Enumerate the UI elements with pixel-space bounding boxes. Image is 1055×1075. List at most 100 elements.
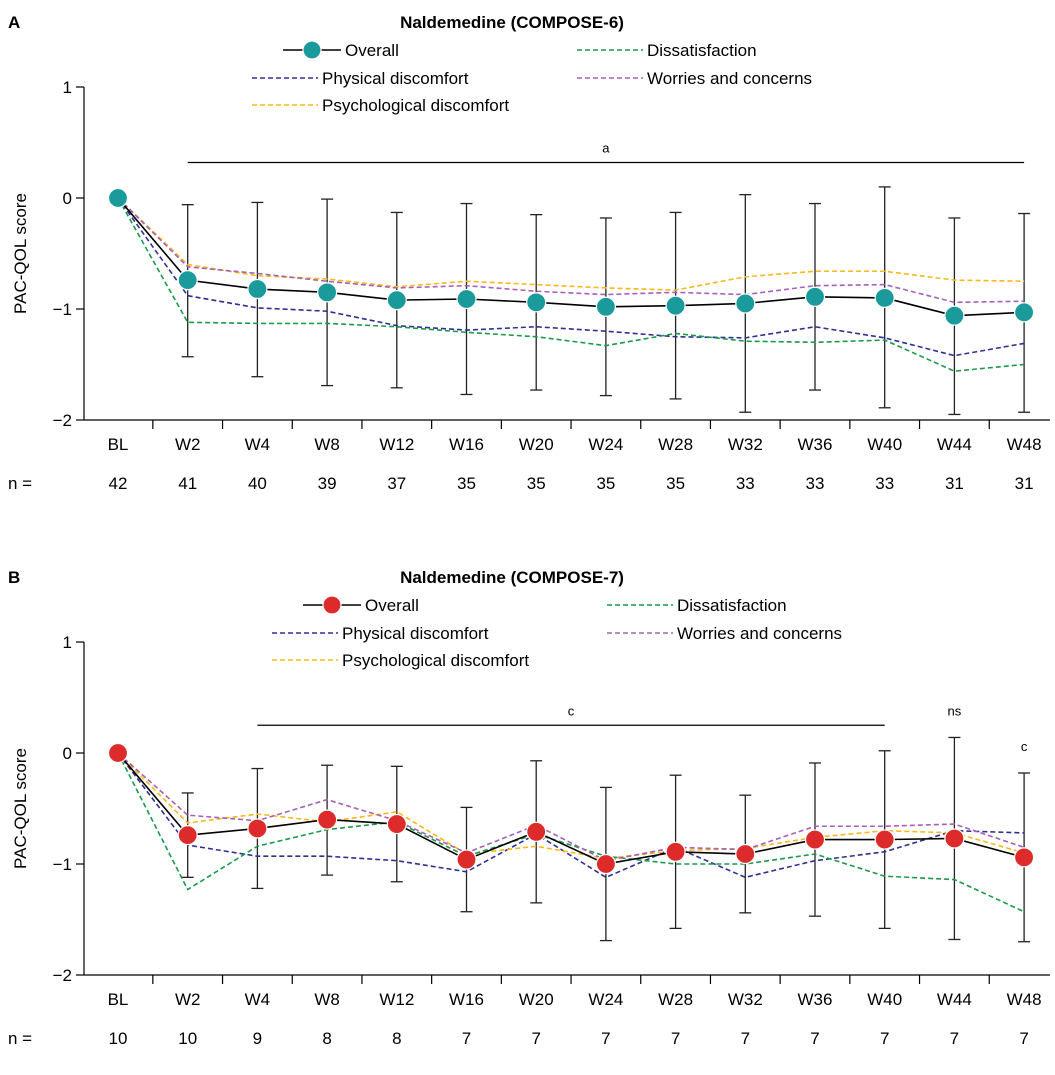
panel-a-x-tick-label: W20 xyxy=(519,435,554,454)
panel-a-n-value: 40 xyxy=(248,474,267,493)
panel-a-n-value: 35 xyxy=(457,474,476,493)
panel-a-n-value: 35 xyxy=(596,474,615,493)
panel-a-x-tick-label: W12 xyxy=(379,435,414,454)
panel-b-n-value: 9 xyxy=(253,1029,262,1048)
panel-a-overall-point xyxy=(386,290,407,311)
panel-b-n-value: 7 xyxy=(1019,1029,1028,1048)
panel-b-x-tick-label: W16 xyxy=(449,990,484,1009)
panel-b-n-value: 7 xyxy=(950,1029,959,1048)
panel-a-overall-point xyxy=(526,292,547,313)
panel-b-x-tick-label: W4 xyxy=(245,990,271,1009)
panel-a-overall-point xyxy=(804,286,826,307)
panel-b-n-value: 7 xyxy=(810,1029,819,1048)
panel-a-overall-point xyxy=(456,288,477,310)
panel-a-legend-physical-label: Physical discomfort xyxy=(322,69,469,88)
panel-b-overall-point xyxy=(735,843,756,865)
panel-b-n-value: 10 xyxy=(109,1029,128,1048)
panel-b-overall-point xyxy=(177,825,198,846)
panel-a-y-tick-label: −1 xyxy=(53,300,72,319)
panel-a-legend-dissatisfaction-label: Dissatisfaction xyxy=(647,41,757,60)
panel-a-x-tick-label: BL xyxy=(108,435,129,454)
panel-b-overall-point xyxy=(665,841,686,862)
panel-a-y-tick-label: 1 xyxy=(63,78,72,97)
panel-b-series-dissatisfaction xyxy=(117,752,1025,913)
panel-a-overall-point xyxy=(874,287,895,308)
panel-a-n-value: 37 xyxy=(387,474,406,493)
panel-b-x-tick-label: W28 xyxy=(658,990,693,1009)
panel-a-y-tick-label: 0 xyxy=(63,189,72,208)
panel-b-overall-point xyxy=(526,821,547,842)
panel-b-n-value: 7 xyxy=(671,1029,680,1048)
panel-b-overall-point xyxy=(595,853,617,875)
panel-b-legend-worries-label: Worries and concerns xyxy=(677,624,842,643)
panel-a-x-tick-label: W8 xyxy=(314,435,340,454)
panel-a-x-tick-label: W48 xyxy=(1007,435,1042,454)
panel-a-x-tick-label: W4 xyxy=(245,435,271,454)
panel-b-overall-point xyxy=(1013,847,1035,868)
panel-b-x-tick-label: W36 xyxy=(798,990,833,1009)
panel-b-y-axis-label: PAC-QOL score xyxy=(11,748,30,869)
panel-a-overall-point xyxy=(107,187,129,209)
panel-a-overall-point xyxy=(247,278,268,300)
panel-b-x-tick-label: W20 xyxy=(519,990,554,1009)
panel-b-chart: B Naldemedine (COMPOSE-7) Overall Dissatisf… xyxy=(8,568,1050,1048)
panel-b-significance-label: ns xyxy=(948,703,962,718)
panel-b-n-value: 7 xyxy=(880,1029,889,1048)
panel-b-significance-label: c xyxy=(1021,739,1028,754)
panel-a-legend-overall-marker xyxy=(302,40,322,60)
panel-b-overall-point xyxy=(386,813,407,835)
panel-b-series-overall xyxy=(117,752,1025,865)
panel-b-x-tick-label: BL xyxy=(108,990,129,1009)
panel-a-n-value: 33 xyxy=(806,474,825,493)
panel-a-legend-psychological-label: Psychological discomfort xyxy=(322,96,509,115)
panel-b-overall-point xyxy=(317,809,338,830)
panel-b-title: Naldemedine (COMPOSE-7) xyxy=(400,568,624,587)
panel-a-overall-point xyxy=(1013,302,1035,323)
panel-b-overall-point xyxy=(874,829,895,850)
panel-a-x-tick-label: W24 xyxy=(588,435,623,454)
panel-a-n-value: 35 xyxy=(666,474,685,493)
panel-b-n-value: 7 xyxy=(462,1029,471,1048)
panel-a-overall-point xyxy=(665,295,686,316)
panel-b-y-tick-label: −2 xyxy=(53,966,72,985)
panel-a-chart: A Naldemedine (COMPOSE-6)Overall Dissatisf… xyxy=(8,13,1050,493)
panel-b-n-value: 10 xyxy=(178,1029,197,1048)
panel-a-panel-letter: A xyxy=(8,13,20,32)
panel-a-n-value: 39 xyxy=(318,474,337,493)
panel-b-x-tick-label: W8 xyxy=(314,990,340,1009)
panel-b-x-tick-label: W32 xyxy=(728,990,763,1009)
panel-b-legend-psychological-label: Psychological discomfort xyxy=(342,651,529,670)
panel-b-x-tick-label: W12 xyxy=(379,990,414,1009)
panel-a-n-value: 31 xyxy=(1015,474,1034,493)
panel-a-x-tick-label: W32 xyxy=(728,435,763,454)
panel-a-n-value: 42 xyxy=(109,474,128,493)
panel-b-x-tick-label: W2 xyxy=(175,990,201,1009)
panel-a-significance-label: a xyxy=(602,140,610,155)
panel-a-n-value: 33 xyxy=(736,474,755,493)
panel-b-legend-physical-label: Physical discomfort xyxy=(342,624,489,643)
panel-b-overall-point xyxy=(804,829,826,850)
panel-a-x-tick-label: W44 xyxy=(937,435,972,454)
panel-b-overall-point xyxy=(247,818,268,839)
panel-b-legend-overall-label: Overall xyxy=(365,596,419,615)
panel-b-y-tick-label: −1 xyxy=(53,855,72,874)
panel-a-n-value: 35 xyxy=(527,474,546,493)
panel-b-y-tick-label: 0 xyxy=(63,744,72,763)
panel-b-panel-letter: B xyxy=(8,568,20,587)
panel-a-n-label: n = xyxy=(8,474,32,493)
panel-b-n-value: 7 xyxy=(741,1029,750,1048)
panel-b-n-value: 8 xyxy=(392,1029,401,1048)
panel-b-series-physical xyxy=(117,752,1025,879)
figure: A Naldemedine (COMPOSE-6) Overall Dissatisf… xyxy=(8,13,1050,1048)
panel-a-overall-point xyxy=(595,296,617,317)
panel-a-legend-overall-label: Overall xyxy=(345,41,399,60)
panel-b-overall-point xyxy=(107,742,129,764)
panel-a-x-tick-label: W40 xyxy=(867,435,902,454)
panel-a-x-tick-label: W36 xyxy=(798,435,833,454)
panel-b-legend-dissatisfaction-label: Dissatisfaction xyxy=(677,596,787,615)
panel-a-y-tick-label: −2 xyxy=(53,411,72,430)
panel-a-legend-worries-label: Worries and concerns xyxy=(647,69,812,88)
panel-a-series-overall xyxy=(117,197,1025,317)
panel-b-series-psychological xyxy=(117,752,1025,860)
panel-b-significance-label: c xyxy=(568,703,575,718)
